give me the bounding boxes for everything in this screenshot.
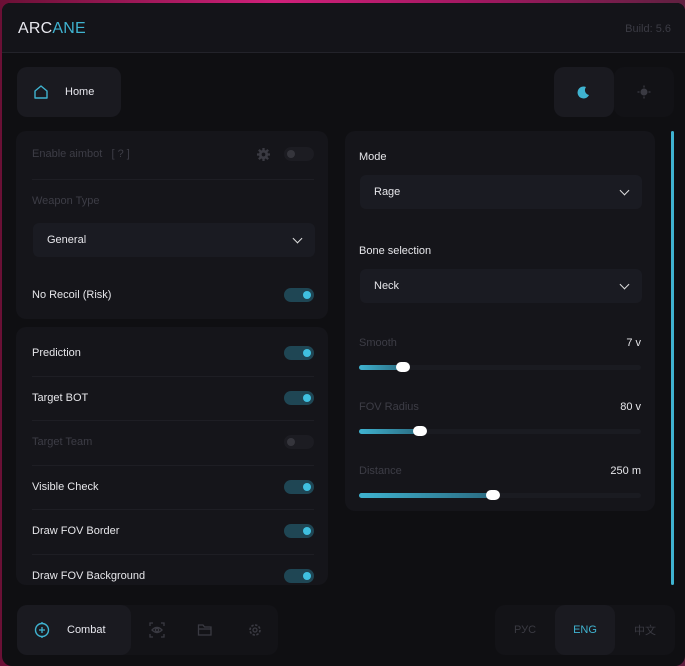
enable-aimbot-row: Enable aimbot [ ? ] xyxy=(32,144,314,164)
slider-label: FOV Radius xyxy=(359,401,419,413)
logo-text: ARC xyxy=(18,20,53,37)
logo-accent-text: ANE xyxy=(52,20,86,37)
slider-header: Smooth 7 v xyxy=(359,337,641,349)
targeting-card: Mode Rage Bone selection Neck Smooth 7 v F… xyxy=(345,131,655,511)
bone-selection-dropdown[interactable]: Neck xyxy=(360,269,642,303)
slider-label: Smooth xyxy=(359,337,397,349)
mode-value: Rage xyxy=(374,186,401,198)
bottom-nav: Combat xyxy=(17,605,278,655)
logo: ARCANE xyxy=(18,20,86,38)
option-label: Draw FOV Background xyxy=(32,569,146,582)
weapon-type-value: General xyxy=(47,234,87,246)
option-row: Draw FOV Border xyxy=(32,521,314,541)
crosshair-icon xyxy=(34,622,50,638)
slider-thumb[interactable] xyxy=(486,490,501,500)
language-option[interactable]: 中文 xyxy=(634,625,656,637)
no-recoil-label: No Recoil (Risk) xyxy=(32,289,112,301)
bone-selection-label: Bone selection xyxy=(359,245,432,257)
combat-tab[interactable]: Combat xyxy=(17,605,131,655)
combat-label: Combat xyxy=(67,624,106,636)
configs-tab[interactable] xyxy=(189,605,221,655)
divider xyxy=(32,375,314,377)
no-recoil-row: No Recoil (Risk) xyxy=(32,285,314,305)
language-option[interactable]: ENG xyxy=(555,605,615,655)
home-icon xyxy=(34,85,48,99)
weapon-type-dropdown[interactable]: General xyxy=(33,223,315,257)
settings-tab[interactable] xyxy=(239,605,271,655)
light-theme-button[interactable] xyxy=(614,67,674,117)
option-toggle[interactable] xyxy=(284,435,314,449)
slider-fill xyxy=(359,365,405,370)
bone-selection-value: Neck xyxy=(374,280,400,292)
slider-label: Distance xyxy=(359,465,402,477)
dark-theme-button[interactable] xyxy=(554,67,614,117)
visuals-tab[interactable] xyxy=(141,605,173,655)
slider-header: Distance 250 m xyxy=(359,465,641,477)
option-label: Target Team xyxy=(32,436,93,448)
slider-track[interactable] xyxy=(359,362,641,372)
header: ARCANE Build: 5.6 xyxy=(2,3,685,53)
chevron-down-icon xyxy=(619,185,630,195)
option-label: Target BOT xyxy=(32,391,89,404)
options-card: Prediction Target BOT Target Team Visible C… xyxy=(16,327,328,585)
slider-value: 7 v xyxy=(626,337,641,349)
divider xyxy=(32,179,314,180)
divider xyxy=(32,553,314,555)
option-row: Target BOT xyxy=(32,388,314,408)
language-option[interactable]: РУС xyxy=(513,624,537,636)
chevron-down-icon xyxy=(619,279,630,289)
no-recoil-toggle[interactable] xyxy=(284,288,314,302)
divider xyxy=(32,509,314,510)
slider-fill xyxy=(359,493,495,498)
app-window: ARCANE Build: 5.6 Home Enable aimbot [ ?… xyxy=(2,3,685,666)
option-toggle[interactable] xyxy=(284,479,314,494)
home-tab[interactable]: Home xyxy=(17,67,121,117)
mode-dropdown[interactable]: Rage xyxy=(360,175,642,209)
sun-icon xyxy=(637,85,651,99)
option-toggle[interactable] xyxy=(284,524,314,538)
slider-value: 250 m xyxy=(610,465,641,477)
weapon-type-label: Weapon Type xyxy=(32,195,100,207)
slider-thumb[interactable] xyxy=(396,362,411,372)
slider-header: FOV Radius 80 v xyxy=(359,401,641,413)
help-link[interactable]: [ ? ] xyxy=(111,148,130,160)
enable-aimbot-label: Enable aimbot [ ? ] xyxy=(32,148,130,160)
option-row: Visible Check xyxy=(32,477,314,497)
option-row: Target Team xyxy=(32,432,314,452)
mode-label: Mode xyxy=(359,151,387,163)
build-version: Build: 5.6 xyxy=(625,23,671,35)
slider-track[interactable] xyxy=(359,426,641,436)
slider-track[interactable] xyxy=(359,490,641,500)
eye-icon xyxy=(149,622,165,638)
language-switcher: РУС ENG 中文 xyxy=(495,605,675,655)
option-label: Prediction xyxy=(32,347,81,359)
option-row: Prediction xyxy=(32,343,314,363)
option-label: Visible Check xyxy=(32,480,99,493)
settings-icon xyxy=(249,624,261,636)
gear-icon[interactable] xyxy=(257,147,270,161)
slider-value: 80 v xyxy=(620,401,641,413)
scrollbar[interactable] xyxy=(671,131,674,585)
divider xyxy=(32,464,314,466)
option-label: Draw FOV Border xyxy=(32,525,120,537)
option-toggle[interactable] xyxy=(284,568,314,583)
slider-fill xyxy=(359,429,422,434)
folder-icon xyxy=(197,624,212,636)
home-label: Home xyxy=(65,86,95,98)
divider xyxy=(32,420,314,421)
slider-thumb[interactable] xyxy=(413,426,428,436)
enable-aimbot-toggle[interactable] xyxy=(284,147,314,161)
option-row: Draw FOV Background xyxy=(32,566,314,586)
option-toggle[interactable] xyxy=(284,390,314,405)
option-toggle[interactable] xyxy=(284,346,314,360)
chevron-down-icon xyxy=(292,233,303,243)
moon-icon xyxy=(577,86,589,99)
aimbot-card: Enable aimbot [ ? ] Weapon Type General … xyxy=(16,131,328,319)
